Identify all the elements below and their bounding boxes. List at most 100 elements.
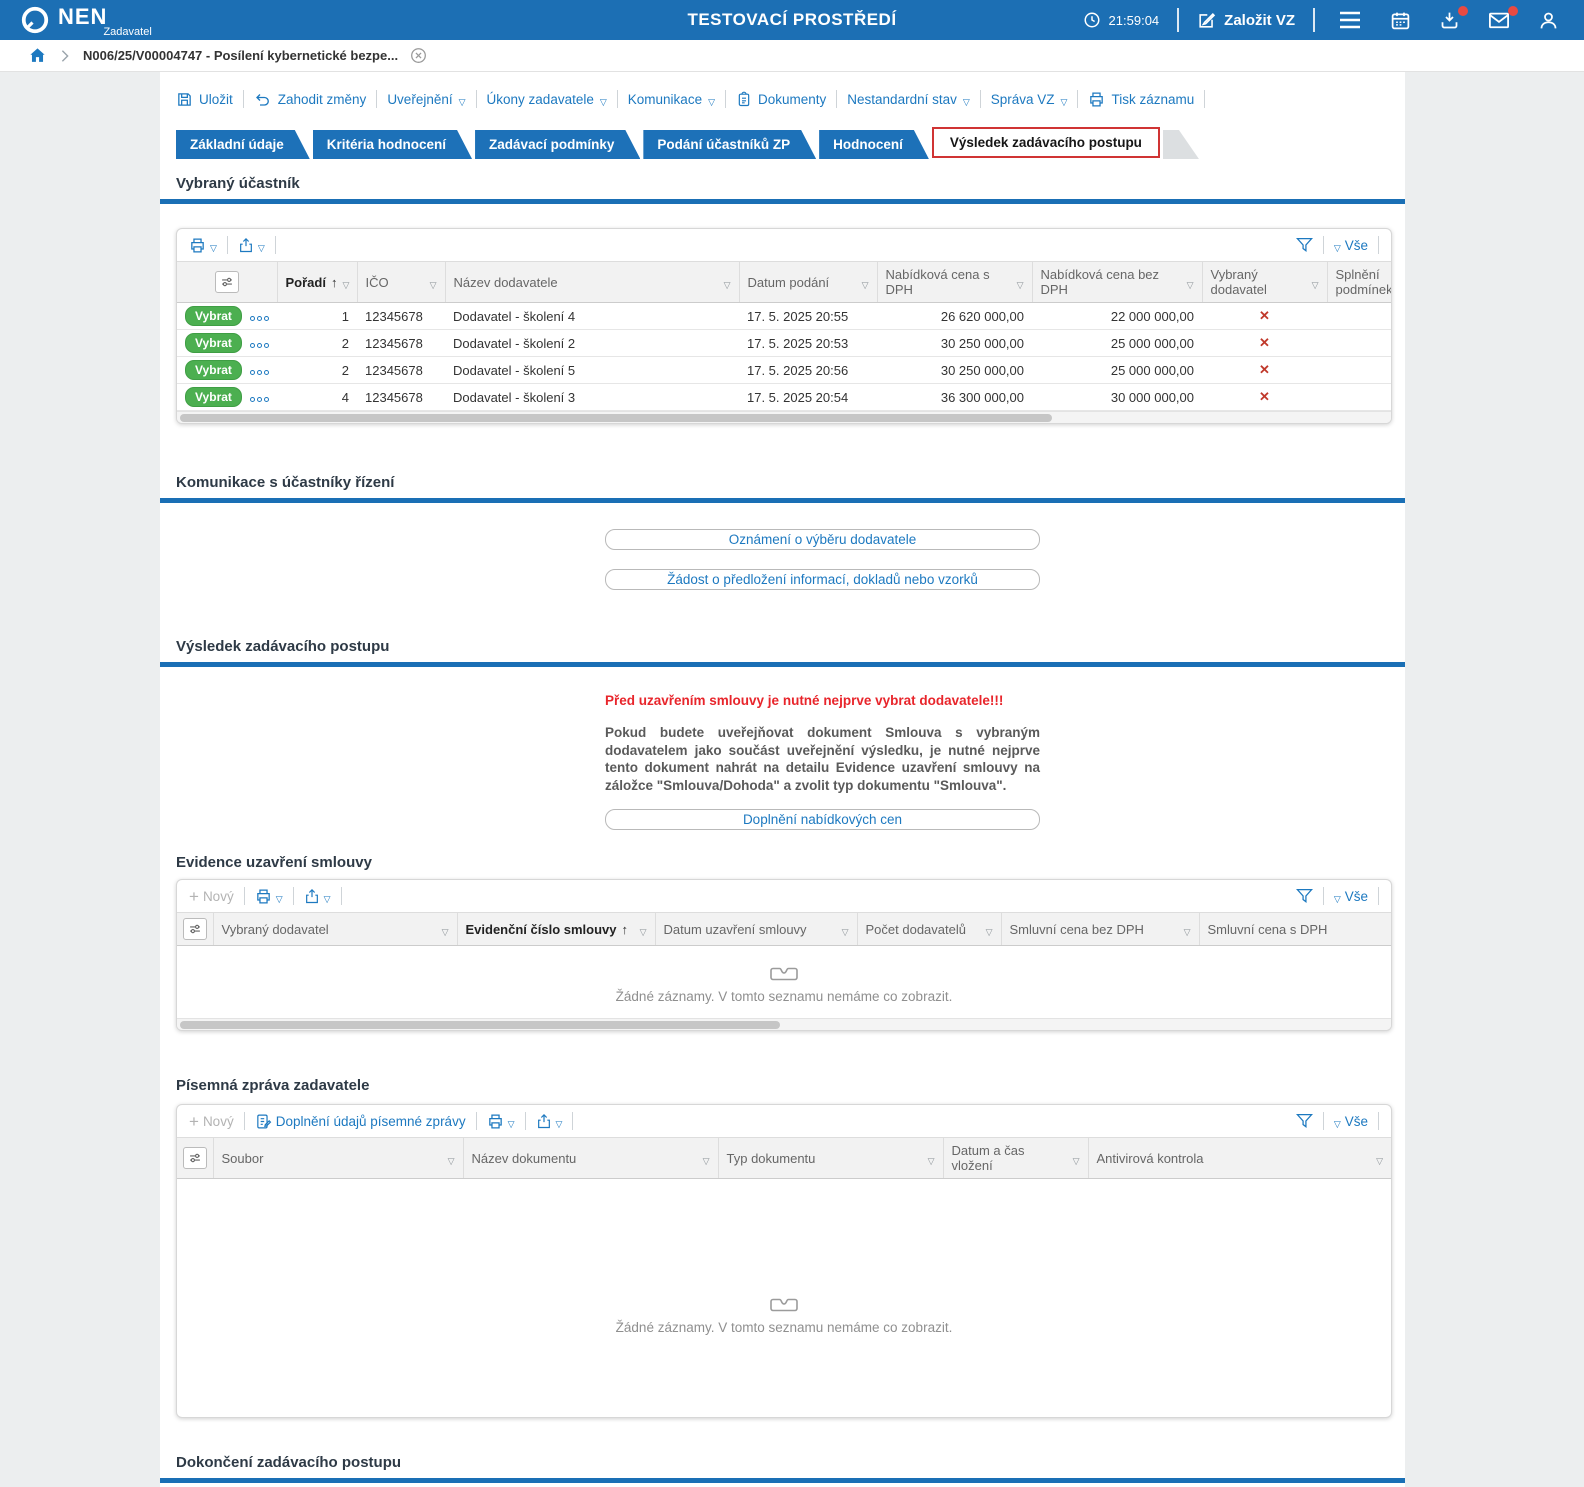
col-header-typ-dokumentu[interactable]: Typ dokumentu [718, 1137, 944, 1180]
note-text: Pokud budete uveřejňovat dokument Smlouv… [605, 725, 1040, 793]
tab-zakladni-udaje[interactable]: Základní údaje [176, 130, 310, 159]
row-menu-icon[interactable] [249, 370, 269, 375]
filter-icon[interactable] [1295, 237, 1313, 253]
clock-icon [1083, 11, 1101, 29]
row-menu-icon[interactable] [249, 397, 269, 402]
oznameni-o-vyberu-button[interactable]: Oznámení o výběru dodavatele [605, 529, 1040, 550]
close-breadcrumb-icon[interactable] [410, 47, 427, 64]
calendar-button[interactable] [1385, 10, 1416, 31]
print-table-button[interactable] [255, 888, 283, 905]
print-table-button[interactable] [487, 1113, 515, 1130]
show-all-button[interactable]: Vše [1334, 1114, 1368, 1129]
messages-button[interactable] [1483, 6, 1518, 30]
doplneni-udaju-button[interactable]: Doplnění údajů písemné zprávy [255, 1113, 466, 1130]
col-header-soubor[interactable]: Soubor [213, 1137, 464, 1180]
breadcrumb-current[interactable]: N006/25/V00004747 - Posílení kybernetick… [83, 48, 399, 63]
table-row[interactable]: Vybrat 4 12345678 Dodavatel - školení 3 … [177, 383, 1391, 411]
publish-menu[interactable]: Uveřejnění [387, 92, 465, 107]
new-record-button[interactable]: + Nový [189, 1113, 234, 1130]
chevron-down-icon [963, 92, 970, 107]
message-notification-dot [1508, 6, 1518, 16]
col-header-pocet-dodavatelu[interactable]: Počet dodavatelů [857, 912, 1002, 947]
row-menu-icon[interactable] [249, 316, 269, 321]
nonstandard-state-label: Nestandardní stav [847, 91, 957, 107]
select-supplier-button[interactable]: Vybrat [185, 306, 242, 326]
column-settings-button[interactable] [214, 271, 239, 293]
col-header-datum-vlozeni[interactable]: Datum a čas vložení [943, 1137, 1089, 1180]
tab-hodnoceni[interactable]: Hodnocení [819, 130, 929, 159]
scrollbar-thumb[interactable] [180, 1021, 780, 1030]
filter-caret-icon [1184, 922, 1191, 937]
create-vz-button[interactable]: Založit VZ [1197, 11, 1295, 30]
divider [475, 1112, 477, 1131]
doplneni-nabidkovych-cen-button[interactable]: Doplnění nabídkových cen [605, 809, 1040, 831]
menu-button[interactable] [1333, 10, 1367, 30]
col-header-splneni-podminek[interactable]: Splnění podmínek [1327, 261, 1391, 303]
col-header-cena-bez-dph[interactable]: Nabídková cena bez DPH [1032, 261, 1203, 303]
col-header-antivirova-kontrola[interactable]: Antivirová kontrola [1088, 1137, 1391, 1180]
select-supplier-button[interactable]: Vybrat [185, 333, 242, 353]
table-row[interactable]: Vybrat 1 12345678 Dodavatel - školení 4 … [177, 302, 1391, 330]
filter-icon[interactable] [1295, 1113, 1313, 1129]
filter-caret-icon [430, 275, 437, 290]
tab-podani-ucastniku[interactable]: Podání účastníků ZP [643, 130, 816, 159]
scrollbar-thumb[interactable] [180, 414, 1052, 422]
discard-changes-button[interactable]: Zahodit změny [254, 91, 366, 107]
col-header-nazev-dokumentu[interactable]: Název dokumentu [463, 1137, 719, 1180]
select-supplier-button[interactable]: Vybrat [185, 360, 242, 380]
horizontal-scrollbar[interactable] [177, 1018, 1391, 1031]
col-header-poradi[interactable]: Pořadí [277, 261, 358, 303]
save-button[interactable]: Uložit [176, 91, 233, 108]
print-record-button[interactable]: Tisk záznamu [1088, 91, 1194, 108]
show-all-button[interactable]: Vše [1334, 889, 1368, 904]
col-header-vybrany-dodavatel[interactable]: Vybraný dodavatel [213, 912, 458, 947]
home-icon[interactable] [28, 46, 47, 65]
export-table-button[interactable] [304, 888, 331, 905]
cell-vybrany-cross-icon: ✕ [1202, 329, 1327, 357]
horizontal-scrollbar[interactable] [177, 411, 1391, 423]
print-table-button[interactable] [189, 237, 217, 254]
col-header-datum-uzavreni[interactable]: Datum uzavření smlouvy [655, 912, 858, 947]
table-row[interactable]: Vybrat 2 12345678 Dodavatel - školení 2 … [177, 329, 1391, 357]
tab-kriteria-hodnoceni[interactable]: Kritéria hodnocení [313, 130, 472, 159]
profile-button[interactable] [1533, 10, 1564, 31]
empty-row: Žádné záznamy. V tomto seznamu nemáme co… [177, 1179, 1391, 1418]
manage-vz-menu[interactable]: Správa VZ [991, 92, 1068, 107]
col-header-smluvni-cena-bez[interactable]: Smluvní cena bez DPH [1001, 912, 1200, 947]
communication-menu[interactable]: Komunikace [628, 92, 715, 107]
manage-vz-label: Správa VZ [990, 91, 1055, 107]
col-label: Smluvní cena s DPH [1207, 921, 1328, 937]
tab-zadavaci-podminky[interactable]: Zadávací podmínky [475, 130, 640, 159]
select-supplier-button[interactable]: Vybrat [185, 387, 242, 407]
new-record-button[interactable]: + Nový [189, 888, 234, 905]
col-header-evidencni-cislo[interactable]: Evidenční číslo smlouvy [457, 912, 656, 947]
export-table-button[interactable] [536, 1113, 563, 1130]
downloads-button[interactable] [1434, 5, 1468, 31]
show-all-button[interactable]: Vše [1334, 238, 1368, 253]
col-header-ico[interactable]: IČO [357, 261, 446, 303]
col-header-nazev-dodavatele[interactable]: Název dodavatele [445, 261, 740, 303]
col-header-smluvni-cena-s[interactable]: Smluvní cena s DPH [1199, 912, 1391, 947]
column-settings-button[interactable] [182, 1147, 207, 1170]
col-label: Vybraný dodavatel [1210, 267, 1267, 297]
chevron-down-icon [708, 92, 715, 107]
divider [243, 887, 245, 906]
documents-button[interactable]: Dokumenty [736, 91, 826, 108]
export-table-button[interactable] [238, 237, 265, 254]
filter-icon[interactable] [1295, 888, 1313, 904]
col-header-vybrany-dodavatel[interactable]: Vybraný dodavatel [1202, 261, 1328, 303]
col-header-cena-s-dph[interactable]: Nabídková cena s DPH [877, 261, 1033, 303]
nonstandard-state-menu[interactable]: Nestandardní stav [847, 92, 969, 107]
table-row[interactable]: Vybrat 2 12345678 Dodavatel - školení 5 … [177, 356, 1391, 384]
col-label: Evidenční číslo smlouvy [465, 921, 617, 937]
cell-cena-s: 36 300 000,00 [877, 383, 1032, 411]
new-record-label: Nový [202, 888, 234, 904]
nen-logo[interactable]: NENZadavatel [20, 5, 156, 38]
col-header-datum-podani[interactable]: Datum podání [739, 261, 878, 303]
contracting-actions-menu[interactable]: Úkony zadavatele [487, 92, 607, 107]
zadost-o-predlozeni-button[interactable]: Žádost o předložení informací, dokladů n… [605, 569, 1040, 590]
column-settings-button[interactable] [182, 918, 207, 941]
tab-vysledek-active[interactable]: Výsledek zadávacího postupu [931, 127, 1160, 158]
cell-nazev: Dodavatel - školení 3 [445, 383, 739, 411]
row-menu-icon[interactable] [249, 343, 269, 348]
